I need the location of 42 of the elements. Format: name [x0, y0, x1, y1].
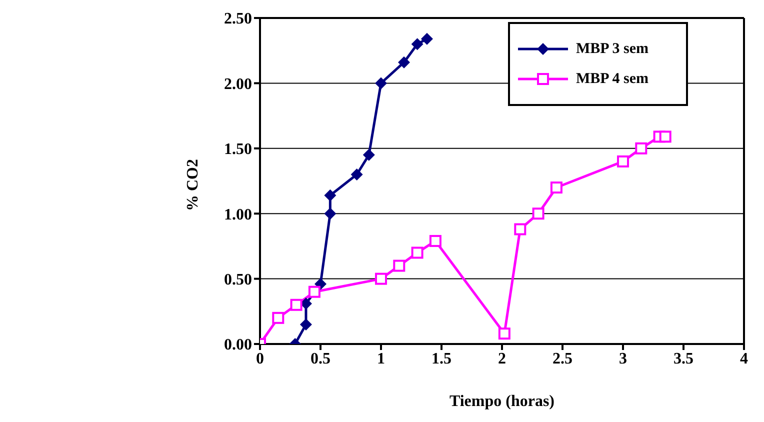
point — [617, 155, 629, 168]
point — [300, 318, 312, 330]
point — [429, 234, 442, 247]
x-tick-label: 2 — [498, 350, 506, 368]
point — [290, 298, 302, 311]
y-axis-title: % CO2 — [184, 159, 202, 211]
point — [375, 77, 387, 90]
x-tick-label: 3 — [619, 350, 627, 368]
y-tick-label: 2.00 — [224, 76, 252, 93]
x-tick-label: 0.5 — [310, 350, 330, 368]
y-tick-label: 0.00 — [224, 336, 252, 354]
x-tick-label: 4 — [740, 350, 748, 368]
x-tick-label: 1 — [377, 350, 385, 368]
point — [550, 182, 562, 194]
y-tick-label: 1.50 — [224, 141, 252, 158]
y-tick-label: 0.50 — [224, 271, 252, 288]
point — [411, 38, 424, 50]
point — [635, 142, 648, 154]
y-tick-label: 2.50 — [224, 10, 252, 28]
x-tick-label: 0 — [256, 350, 264, 368]
x-tick-label: 3.5 — [674, 350, 694, 368]
legend-label: MBP 4 sem — [576, 70, 648, 88]
point — [324, 208, 336, 220]
point — [393, 260, 406, 272]
point — [532, 208, 544, 220]
point — [411, 246, 424, 259]
point — [420, 32, 433, 45]
point — [272, 312, 284, 324]
point — [498, 328, 510, 340]
point — [659, 130, 672, 143]
x-tick-label: 1.5 — [432, 350, 452, 368]
x-tick-label: 2.5 — [552, 350, 572, 368]
point — [308, 286, 320, 298]
point — [324, 189, 336, 202]
point — [350, 168, 363, 180]
legend-label: MBP 3 sem — [576, 40, 648, 58]
point — [514, 223, 526, 236]
y-tick-label: 1.00 — [224, 206, 252, 224]
point — [362, 148, 375, 161]
point — [398, 56, 410, 68]
x-axis-title: Tiempo (horas) — [449, 393, 555, 410]
point — [375, 272, 387, 285]
